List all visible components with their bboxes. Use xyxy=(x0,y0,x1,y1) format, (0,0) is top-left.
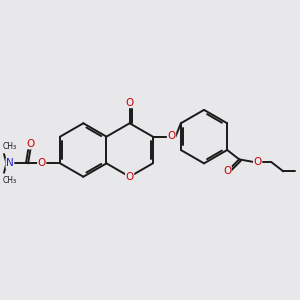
Text: O: O xyxy=(254,157,262,167)
Text: O: O xyxy=(223,167,231,176)
Text: O: O xyxy=(27,139,35,149)
Text: N: N xyxy=(6,158,14,168)
Text: O: O xyxy=(125,98,134,108)
Text: O: O xyxy=(125,172,134,182)
Text: CH₃: CH₃ xyxy=(3,176,17,185)
Text: CH₃: CH₃ xyxy=(3,142,17,151)
Text: O: O xyxy=(167,131,175,141)
Text: O: O xyxy=(38,158,46,168)
